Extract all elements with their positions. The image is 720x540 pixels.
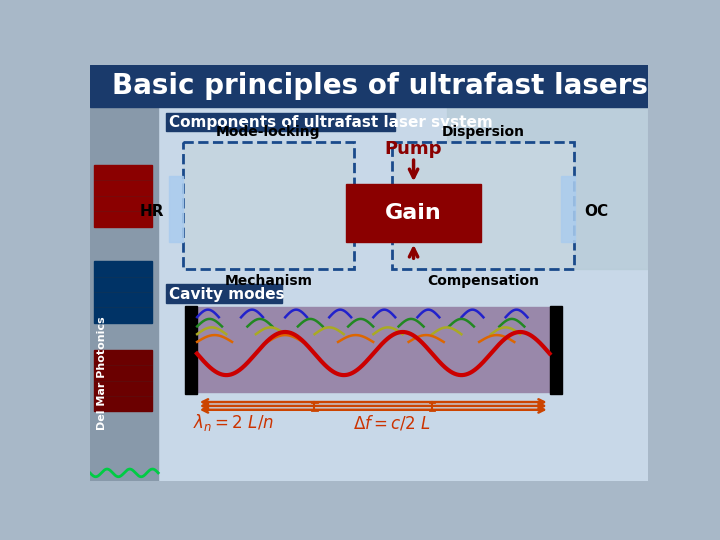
Text: Pump: Pump [384, 140, 442, 159]
Bar [392, 142, 575, 269]
Bar [346, 184, 482, 242]
Bar [90, 65, 648, 107]
Text: Dispersion: Dispersion [441, 125, 524, 139]
Bar [184, 306, 197, 394]
Bar [169, 177, 183, 242]
Bar [197, 307, 549, 392]
Bar [446, 107, 648, 269]
Text: Del Mar Photonics: Del Mar Photonics [96, 316, 107, 430]
Text: OC: OC [585, 204, 608, 219]
Bar [90, 107, 158, 481]
Text: $\Delta f = c/2\ L$: $\Delta f = c/2\ L$ [354, 413, 431, 433]
Text: Cavity modes: Cavity modes [169, 287, 284, 302]
Text: Compensation: Compensation [427, 274, 539, 288]
Bar [561, 177, 575, 242]
Bar [94, 165, 152, 226]
Bar [158, 107, 648, 481]
Text: Components of ultrafast laser system: Components of ultrafast laser system [169, 115, 492, 130]
Text: Basic principles of ultrafast lasers: Basic principles of ultrafast lasers [112, 72, 648, 100]
Bar [183, 142, 354, 269]
Text: Mechanism: Mechanism [224, 274, 312, 288]
Bar [166, 284, 282, 303]
Bar [94, 350, 152, 411]
Bar [549, 306, 562, 394]
Text: Gain: Gain [385, 203, 442, 223]
Bar [94, 261, 152, 323]
Text: $\lambda_n = 2\ L/n$: $\lambda_n = 2\ L/n$ [193, 413, 274, 433]
Bar [166, 112, 395, 131]
Text: Mode-locking: Mode-locking [216, 125, 320, 139]
Text: HR: HR [140, 204, 164, 219]
